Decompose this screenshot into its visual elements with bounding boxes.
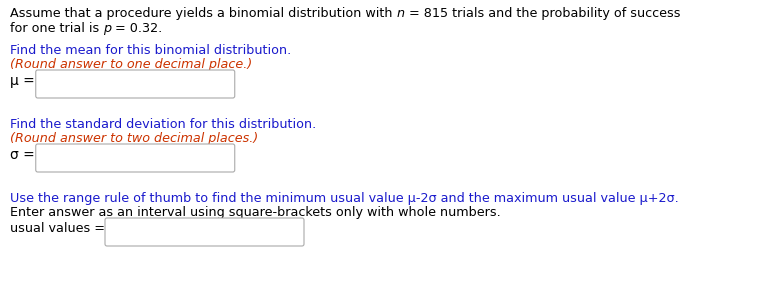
Text: μ =: μ = — [10, 74, 35, 88]
Text: σ =: σ = — [10, 148, 35, 162]
Text: = 815 trials and the probability of success: = 815 trials and the probability of succ… — [405, 7, 680, 20]
Text: Find the mean for this binomial distribution.: Find the mean for this binomial distribu… — [10, 44, 291, 57]
FancyBboxPatch shape — [36, 70, 235, 98]
Text: n: n — [397, 7, 405, 20]
Text: for one trial is: for one trial is — [10, 22, 103, 35]
Text: Find the standard deviation for this distribution.: Find the standard deviation for this dis… — [10, 118, 316, 131]
FancyBboxPatch shape — [105, 218, 304, 246]
Text: Use the range rule of thumb to find the minimum usual value μ-2σ and the maximum: Use the range rule of thumb to find the … — [10, 192, 679, 205]
Text: Assume that a procedure yields a binomial distribution with: Assume that a procedure yields a binomia… — [10, 7, 397, 20]
Text: usual values =: usual values = — [10, 222, 105, 235]
Text: (Round answer to one decimal place.): (Round answer to one decimal place.) — [10, 58, 252, 71]
Text: = 0.32.: = 0.32. — [111, 22, 163, 35]
FancyBboxPatch shape — [36, 144, 235, 172]
Text: p: p — [103, 22, 111, 35]
Text: Enter answer as an interval using square-brackets only with whole numbers.: Enter answer as an interval using square… — [10, 206, 500, 219]
Text: (Round answer to two decimal places.): (Round answer to two decimal places.) — [10, 132, 258, 145]
